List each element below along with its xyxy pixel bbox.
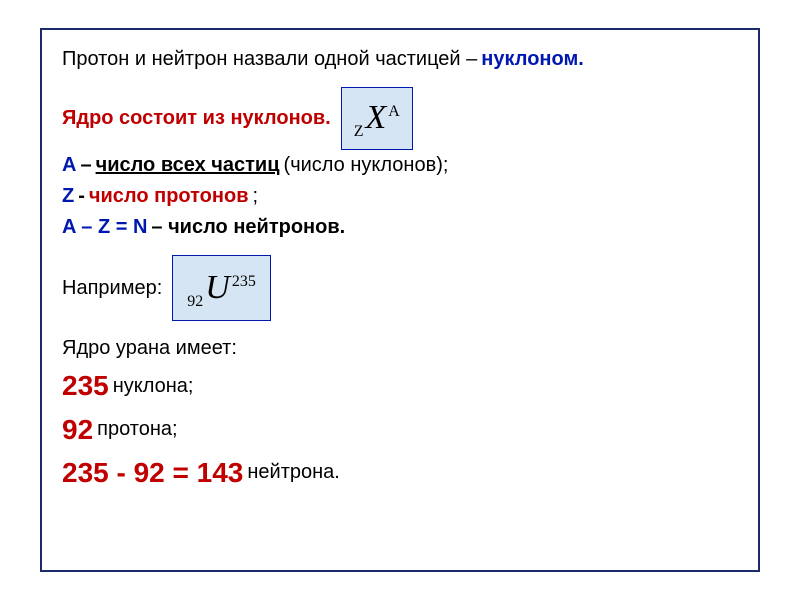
text: Например:: [62, 273, 162, 304]
text: нуклона;: [113, 371, 194, 402]
text: A – Z = N: [62, 212, 147, 243]
line-4: Z - число протонов ;: [62, 181, 738, 212]
sup-235: 235: [232, 273, 256, 290]
text: протона;: [97, 414, 177, 445]
text: ;: [253, 181, 259, 212]
value-protons: 92: [62, 408, 93, 451]
text: –: [80, 150, 91, 181]
text: Ядро урана имеет:: [62, 333, 237, 364]
nuclide-notation: ZXA: [354, 92, 400, 145]
text: Ядро состоит из нуклонов.: [62, 103, 331, 134]
line-7: Ядро урана имеет:: [62, 333, 738, 364]
line-2: Ядро состоит из нуклонов. ZXA: [62, 87, 738, 150]
text: нейтрона.: [247, 457, 339, 488]
symbol-u: U: [205, 269, 230, 306]
line-8: 235 нуклона;: [62, 364, 738, 407]
text: (число нуклонов);: [284, 150, 449, 181]
line-1: Протон и нейтрон назвали одной частицей …: [62, 44, 738, 75]
sup-a: A: [388, 103, 400, 120]
text: – число нейтронов.: [151, 212, 345, 243]
text: число протонов: [89, 181, 249, 212]
text: число всех частиц: [96, 150, 280, 181]
text: А: [62, 150, 76, 181]
term-nucleon: нуклоном.: [481, 44, 584, 75]
formula-generic: ZXA: [341, 87, 413, 150]
sub-92: 92: [187, 293, 203, 310]
line-5: A – Z = N – число нейтронов.: [62, 212, 738, 243]
content-frame: Протон и нейтрон назвали одной частицей …: [40, 28, 760, 572]
nuclide-notation: 92U235: [187, 262, 256, 315]
formula-uranium: 92U235: [172, 255, 271, 322]
line-10: 235 - 92 = 143 нейтрона.: [62, 451, 738, 494]
sub-z: Z: [354, 123, 364, 140]
line-3: А – число всех частиц (число нуклонов);: [62, 150, 738, 181]
value-neutrons-calc: 235 - 92 = 143: [62, 451, 243, 494]
value-nucleons: 235: [62, 364, 109, 407]
symbol: X: [366, 99, 387, 136]
text: Протон и нейтрон назвали одной частицей …: [62, 44, 477, 75]
text: -: [78, 181, 85, 212]
line-9: 92 протона;: [62, 408, 738, 451]
line-6: Например: 92U235: [62, 255, 738, 322]
text: Z: [62, 181, 74, 212]
